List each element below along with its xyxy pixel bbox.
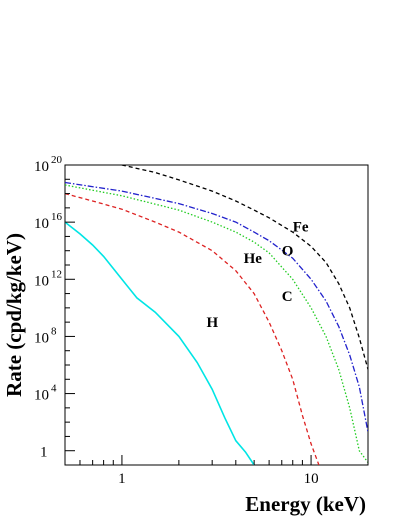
series-line-fe	[121, 165, 368, 370]
x-tick-label: 1	[118, 471, 126, 487]
y-tick-label: 10 8	[34, 325, 57, 346]
curve-label-o: O	[282, 244, 294, 260]
curve-labels: H He C O Fe	[207, 219, 309, 331]
y-tick-label: 10 20	[34, 154, 63, 175]
curve-label-he: He	[244, 251, 263, 267]
curve-label-c: C	[282, 289, 293, 305]
y-tick-label: 1	[40, 445, 48, 461]
series-line-c	[65, 184, 368, 463]
plot-frame	[64, 164, 369, 466]
curves	[65, 165, 368, 465]
curve-label-h: H	[207, 315, 219, 331]
x-axis-title: Energy (keV)	[245, 492, 366, 516]
curve-label-fe: Fe	[293, 219, 309, 235]
series-line-o	[65, 181, 368, 433]
y-tick-label: 10 16	[34, 211, 63, 232]
x-tick-label: 10	[304, 471, 319, 487]
series-line-h	[65, 221, 255, 465]
y-axis-title: Rate (cpd/kg/keV)	[2, 233, 26, 397]
series-line-he	[65, 192, 320, 465]
y-tick-label: 10 12	[34, 268, 62, 289]
y-tick-label: 10 4	[34, 383, 57, 404]
ticks	[64, 164, 369, 466]
